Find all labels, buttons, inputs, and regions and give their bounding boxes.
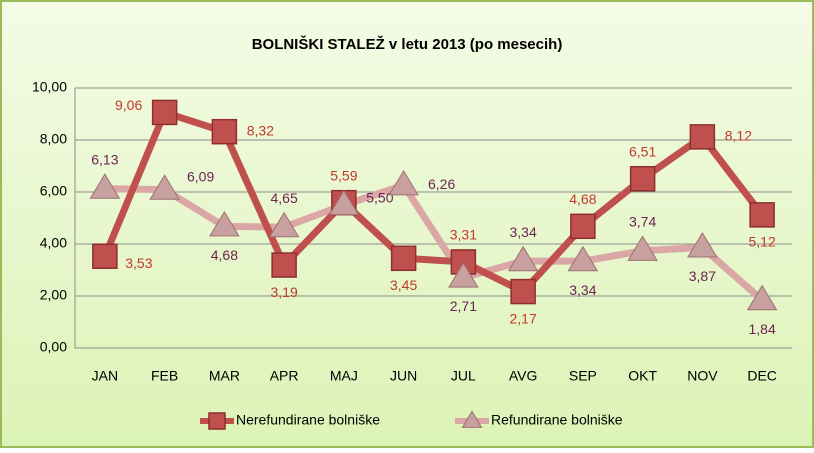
data-point: [629, 165, 656, 192]
x-tick-label: FEB: [151, 368, 178, 384]
data-point: [448, 262, 479, 288]
x-tick-label: JUN: [390, 368, 417, 384]
data-point: [151, 99, 178, 126]
data-point: [271, 252, 297, 278]
legend-label: Refundirane bolniške: [491, 412, 623, 428]
data-label: 3,45: [390, 277, 417, 293]
data-label: 2,71: [450, 298, 477, 314]
series-line: [104, 181, 765, 303]
data-label: 6,51: [629, 143, 656, 159]
data-point: [627, 235, 658, 261]
legend-label: Nerefundirane bolniške: [236, 412, 380, 428]
data-label: 6,13: [91, 151, 118, 167]
x-tick-label: JUL: [451, 368, 476, 384]
data-point: [687, 232, 718, 258]
data-point: [149, 174, 180, 200]
data-label: 6,09: [187, 168, 214, 184]
data-point: [570, 213, 596, 240]
data-label: 5,50: [366, 190, 393, 206]
chart-title: BOLNIŠKI STALEŽ v letu 2013 (po mesecih): [252, 35, 563, 53]
legend-marker: [208, 412, 226, 430]
x-tick-label: SEP: [569, 368, 597, 384]
data-label: 3,34: [569, 282, 596, 298]
data-point: [567, 245, 599, 272]
data-label: 3,74: [629, 213, 656, 229]
data-label: 4,68: [211, 247, 238, 263]
x-tick-label: MAR: [209, 368, 240, 384]
data-point: [390, 245, 417, 272]
data-point: [328, 189, 360, 216]
data-label: 3,31: [450, 227, 477, 243]
x-tick-label: NOV: [687, 368, 718, 384]
x-tick-label: OKT: [628, 368, 657, 384]
data-label: 5,12: [749, 234, 776, 250]
data-label: 3,34: [510, 224, 537, 240]
data-point: [689, 124, 716, 150]
y-tick-label: 6,00: [40, 183, 67, 199]
y-tick-label: 0,00: [40, 339, 67, 355]
x-tick-label: JAN: [92, 368, 118, 384]
data-label: 9,06: [115, 97, 142, 113]
x-tick-label: APR: [270, 368, 299, 384]
data-point: [746, 284, 778, 311]
data-point: [209, 210, 240, 237]
data-point: [388, 169, 419, 196]
data-point: [92, 243, 118, 269]
x-tick-label: DEC: [747, 368, 777, 384]
data-label: 5,59: [330, 167, 357, 183]
data-label: 2,17: [510, 310, 537, 326]
y-tick-label: 4,00: [40, 235, 67, 251]
data-label: 3,87: [689, 268, 716, 284]
legend-marker: [461, 410, 483, 428]
data-label: 8,32: [247, 122, 274, 138]
data-point: [89, 173, 121, 199]
x-tick-label: AVG: [509, 368, 538, 384]
data-label: 1,84: [749, 321, 776, 337]
data-label: 3,53: [125, 255, 152, 271]
y-tick-label: 2,00: [40, 287, 67, 303]
x-tick-label: MAJ: [330, 368, 358, 384]
data-point: [507, 245, 539, 272]
data-label: 4,68: [569, 191, 596, 207]
data-label: 3,19: [271, 284, 298, 300]
data-label: 4,65: [271, 190, 298, 206]
data-point: [211, 118, 238, 145]
data-label: 8,12: [725, 128, 752, 144]
data-point: [749, 202, 775, 228]
y-tick-label: 8,00: [40, 131, 67, 147]
data-label: 6,26: [428, 176, 455, 192]
y-tick-label: 10,00: [32, 79, 67, 95]
data-point: [268, 211, 300, 238]
data-point: [510, 278, 536, 305]
